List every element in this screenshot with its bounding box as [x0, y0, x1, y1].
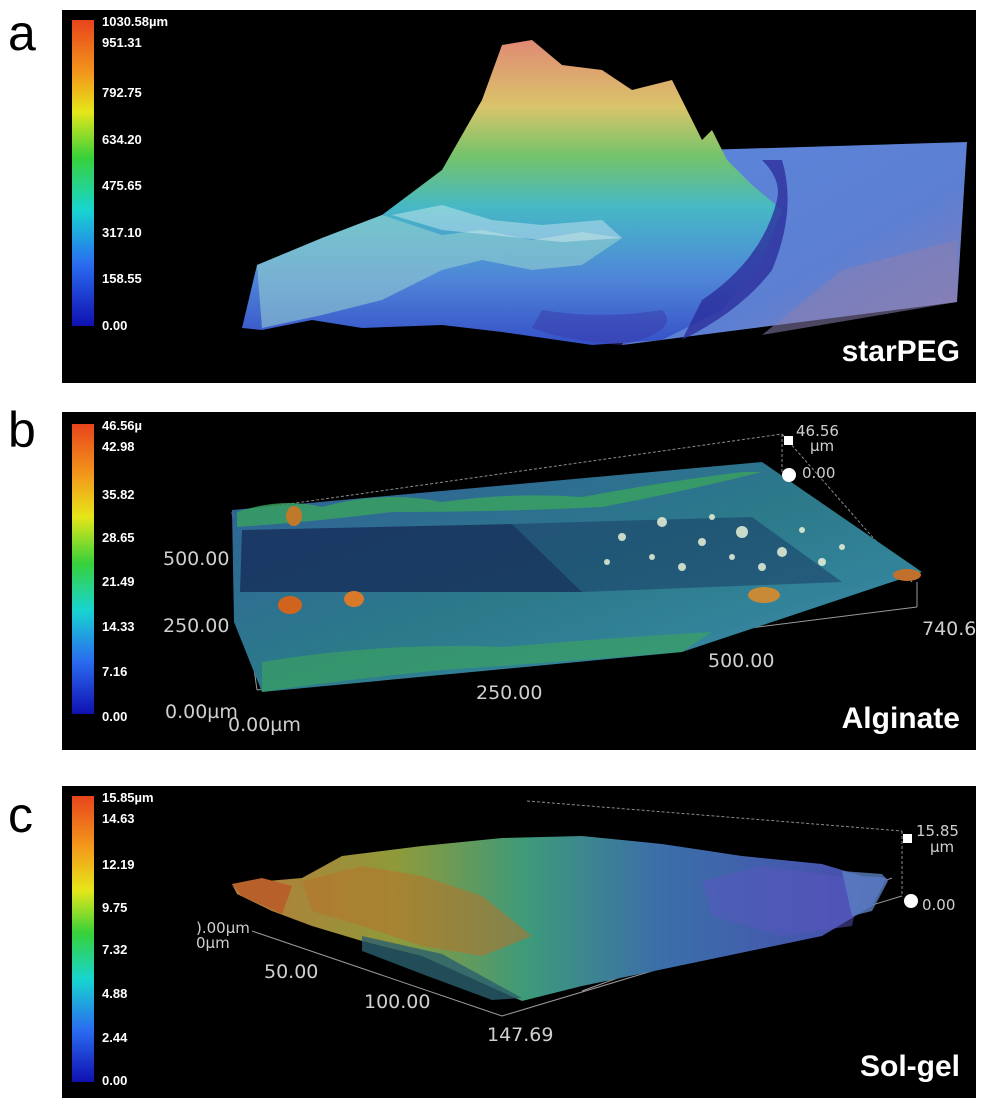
- x-tick-label: 740.67: [922, 618, 976, 640]
- zmax-marker: [784, 436, 793, 445]
- x-tick-label: 147.69: [487, 1024, 554, 1046]
- y-tick-label: 250.00: [163, 615, 230, 637]
- x-tick-label: 50.00: [264, 961, 319, 983]
- zmin-value: 0.00: [922, 896, 956, 914]
- surface-3d-render: [232, 800, 903, 1017]
- axis-origin-label: ).00µm: [196, 919, 250, 937]
- zmax-unit: µm: [930, 838, 955, 856]
- scale-label: 1030.58µm: [102, 14, 169, 29]
- scale-label: 14.63: [102, 811, 135, 826]
- scale-label: 2.44: [102, 1030, 128, 1045]
- panel-b-alginate: 46.56µ 42.98 35.82 28.65 21.49 14.33 7.1…: [62, 412, 976, 750]
- y-tick-label: 0.00µm: [165, 701, 238, 723]
- zmin-marker: [904, 894, 918, 908]
- zmax-unit: µm: [810, 437, 835, 455]
- scale-label: 46.56µ: [102, 418, 143, 433]
- panel-a-letter: a: [8, 5, 36, 61]
- scale-label: 792.75: [102, 85, 142, 100]
- scale-label: 35.82: [102, 487, 135, 502]
- scale-label: 0.00: [102, 709, 128, 724]
- axis-origin-label: 0µm: [196, 934, 230, 952]
- scale-label: 14.33: [102, 619, 135, 634]
- x-tick-label: 500.00: [708, 650, 775, 672]
- scale-label: 158.55: [102, 271, 142, 286]
- scale-label: 7.16: [102, 664, 128, 679]
- surface-3d-render: [242, 40, 967, 345]
- scale-label: 951.31: [102, 35, 142, 50]
- sample-name-label: starPEG: [841, 335, 960, 368]
- scale-label: 317.10: [102, 225, 142, 240]
- zmin-marker: [782, 468, 796, 482]
- x-tick-label: 0.00µm: [228, 714, 301, 736]
- zmin-value: 0.00: [802, 464, 836, 482]
- scale-label: 21.49: [102, 574, 135, 589]
- scale-label: 4.88: [102, 986, 128, 1001]
- scale-label: 7.32: [102, 942, 128, 957]
- scale-label: 0.00: [102, 1073, 128, 1088]
- surface-3d-render: [231, 433, 922, 692]
- y-tick-label: 500.00: [163, 548, 230, 570]
- zmax-marker: [903, 834, 912, 843]
- scale-label: 15.85µm: [102, 790, 154, 805]
- x-tick-label: 250.00: [476, 682, 543, 704]
- scale-label: 475.65: [102, 178, 142, 193]
- zmax-value: 46.56: [796, 422, 839, 440]
- scale-label: 28.65: [102, 530, 135, 545]
- panel-c-letter: c: [8, 787, 33, 843]
- color-scale-bar: [72, 20, 94, 326]
- scale-label: 12.19: [102, 857, 135, 872]
- panel-a-starpeg: 1030.58µm 951.31 792.75 634.20 475.65 31…: [62, 10, 976, 383]
- color-scale-bar: [72, 796, 94, 1082]
- x-tick-label: 100.00: [364, 991, 431, 1013]
- sample-name-label: Alginate: [841, 702, 960, 735]
- scale-label: 42.98: [102, 439, 135, 454]
- scale-label: 9.75: [102, 900, 128, 915]
- scale-label: 634.20: [102, 132, 142, 147]
- color-scale-bar: [72, 424, 94, 714]
- zmax-value: 15.85: [916, 822, 959, 840]
- panel-b-letter: b: [8, 402, 36, 458]
- scale-label: 0.00: [102, 318, 128, 333]
- panel-c-solgel: 15.85µm 14.63 12.19 9.75 7.32 4.88 2.44 …: [62, 786, 976, 1098]
- sample-name-label: Sol-gel: [859, 1050, 960, 1083]
